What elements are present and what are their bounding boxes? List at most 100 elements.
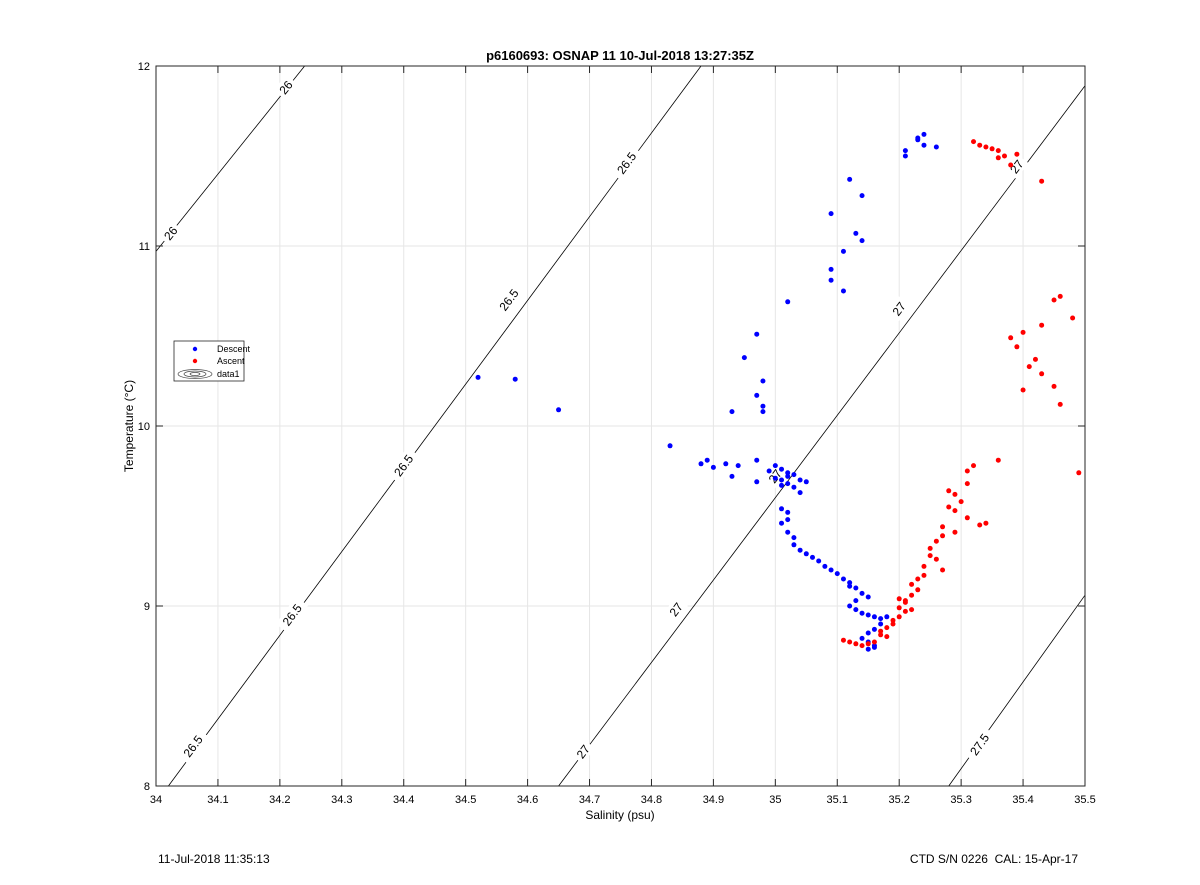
ascent-point	[915, 576, 921, 582]
ascent-point	[958, 499, 964, 505]
descent-point	[859, 590, 865, 596]
x-tick-label: 34.1	[207, 794, 228, 806]
x-tick-label: 35.3	[950, 794, 971, 806]
legend-label-data1: data1	[217, 369, 240, 379]
descent-point	[785, 509, 791, 515]
contour-label-bg	[610, 144, 643, 182]
descent-point	[760, 403, 766, 409]
ascent-point	[1001, 153, 1007, 159]
ascent-point	[952, 508, 958, 514]
ascent-point	[933, 538, 939, 544]
legend-box	[173, 340, 245, 382]
ascent-point	[1051, 297, 1057, 303]
data-points	[475, 131, 1082, 652]
ascent-point	[1014, 151, 1020, 157]
descent-point	[847, 176, 853, 182]
footer-timestamp: 11-Jul-2018 11:35:13	[158, 852, 270, 866]
x-tick-label: 34.6	[517, 794, 538, 806]
ascent-point	[878, 628, 884, 634]
descent-point	[791, 484, 797, 490]
ascent-point	[859, 643, 865, 649]
ascent-point	[971, 463, 977, 469]
contour-label-bg	[963, 726, 996, 763]
descent-point	[797, 547, 803, 553]
ascent-point	[890, 617, 896, 623]
descent-point	[847, 603, 853, 609]
x-axis-label: Salinity (psu)	[585, 808, 654, 822]
contour-label-bg	[158, 220, 183, 246]
ascent-point	[915, 587, 921, 593]
descent-point	[779, 482, 785, 488]
descent-point	[840, 288, 846, 294]
ascent-point	[964, 468, 970, 474]
descent-point	[710, 464, 716, 470]
descent-point	[828, 266, 834, 272]
descent-point	[915, 135, 921, 141]
contour-label-bg	[273, 74, 298, 100]
descent-point	[791, 535, 797, 541]
ascent-point	[1039, 371, 1045, 377]
ascent-point	[1070, 315, 1076, 321]
y-tick-label: 10	[138, 421, 150, 433]
descent-point	[822, 563, 828, 569]
descent-point	[853, 598, 859, 604]
ascent-point	[902, 608, 908, 614]
ascent-point	[946, 488, 952, 494]
y-tick-label: 9	[144, 601, 150, 613]
legend-contour-icon	[177, 369, 213, 379]
ascent-point	[995, 457, 1001, 463]
x-tick-label: 34.4	[393, 794, 414, 806]
descent-point	[729, 409, 735, 415]
legend-marker-ascent	[192, 358, 198, 364]
ascent-point	[964, 515, 970, 521]
legend-label-descent: Descent	[217, 344, 251, 354]
descent-point	[878, 616, 884, 622]
contour-label-26.5: 26.5	[492, 281, 525, 318]
contour-line-26.5	[168, 65, 702, 787]
ascent-point	[964, 481, 970, 487]
contour-label-26.5: 26.5	[275, 596, 308, 633]
ascent-point	[971, 139, 977, 145]
ascent-point	[977, 522, 983, 528]
ascent-point	[940, 533, 946, 539]
descent-point	[859, 193, 865, 199]
contour-label-27: 27	[1004, 153, 1029, 179]
descent-point	[704, 457, 710, 463]
contour-label-26.5: 26.5	[176, 727, 209, 765]
descent-point	[859, 238, 865, 244]
descent-point	[785, 481, 791, 487]
ascent-point	[884, 634, 890, 640]
descent-point	[785, 473, 791, 479]
x-tick-label: 34	[150, 794, 162, 806]
contour-label-bg	[176, 727, 209, 765]
ascent-point	[853, 641, 859, 647]
x-tick-label: 35.1	[827, 794, 848, 806]
ascent-point	[1039, 178, 1045, 184]
descent-point	[760, 409, 766, 415]
descent-point	[791, 542, 797, 548]
descent-point	[803, 479, 809, 485]
ascent-point	[902, 598, 908, 604]
ascent-point	[909, 581, 915, 587]
ascent-point	[896, 605, 902, 611]
descent-point	[809, 554, 815, 560]
descent-point	[853, 607, 859, 613]
ascent-point	[977, 142, 983, 148]
descent-point	[853, 585, 859, 591]
ascent-point	[840, 637, 846, 643]
descent-point	[828, 211, 834, 217]
x-tick-label: 35.5	[1074, 794, 1095, 806]
ascent-point	[933, 556, 939, 562]
contour-label-27: 27	[663, 596, 688, 622]
x-tick-label: 34.8	[641, 794, 662, 806]
legend: Descent Ascent data1	[173, 340, 251, 382]
ascent-point	[909, 607, 915, 613]
descent-point	[779, 466, 785, 472]
y-tick-label: 12	[138, 61, 150, 73]
contour-label-bg	[387, 447, 420, 484]
descent-point	[921, 131, 927, 137]
contour-label-27: 27	[886, 296, 911, 322]
contour-line-27	[558, 85, 1086, 787]
contour-label-27.5: 27.5	[963, 726, 996, 763]
